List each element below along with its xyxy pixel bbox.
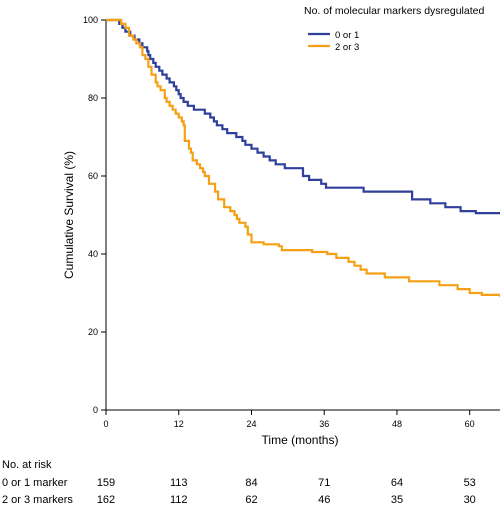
risk-table: No. at risk 0 or 1 marker 159 113 84 71 64 53 2… (2, 459, 476, 505)
risk-value: 53 (464, 477, 476, 489)
risk-value: 62 (245, 494, 257, 505)
y-tick-label: 20 (88, 327, 98, 337)
risk-value: 35 (391, 494, 403, 505)
series-group (106, 18, 500, 297)
risk-value: 64 (391, 477, 403, 489)
y-ticks: 0 20 40 60 80 100 (83, 15, 106, 415)
x-tick-label: 24 (246, 419, 256, 429)
legend-title: No. of molecular markers dysregulated (304, 5, 484, 17)
y-tick-label: 60 (88, 171, 98, 181)
risk-row-label: 2 or 3 markers (2, 494, 73, 505)
x-tick-label: 48 (392, 419, 402, 429)
risk-rows: 0 or 1 marker 159 113 84 71 64 53 2 or 3 marker… (2, 477, 476, 505)
x-tick-label: 36 (319, 419, 329, 429)
risk-value: 84 (245, 477, 257, 489)
axes (105, 20, 500, 411)
risk-value: 162 (97, 494, 115, 505)
x-ticks: 0 12 24 36 48 60 (103, 410, 475, 429)
x-tick-label: 0 (103, 419, 108, 429)
legend-label: 0 or 1 (335, 30, 359, 41)
legend-items: 0 or 12 or 3 (308, 30, 359, 53)
y-tick-label: 80 (88, 93, 98, 103)
risk-row-label: 0 or 1 marker (2, 477, 68, 489)
y-tick-label: 0 (93, 405, 98, 415)
x-tick-label: 12 (174, 419, 184, 429)
risk-value: 46 (318, 494, 330, 505)
risk-value: 30 (464, 494, 476, 505)
x-tick-label: 60 (465, 419, 475, 429)
legend-label: 2 or 3 (335, 42, 359, 53)
y-tick-label: 40 (88, 249, 98, 259)
x-axis-title: Time (months) (262, 433, 339, 447)
risk-value: 159 (97, 477, 115, 489)
y-tick-label: 100 (83, 15, 98, 25)
y-axis-title: Cumulative Survival (%) (62, 151, 76, 279)
risk-table-title: No. at risk (2, 459, 52, 471)
series-line-high-markers (106, 18, 500, 297)
risk-value: 71 (318, 477, 330, 489)
risk-value: 112 (170, 494, 188, 505)
series-line-low-markers (106, 18, 500, 215)
legend: No. of molecular markers dysregulated 0 … (304, 5, 484, 53)
risk-value: 113 (170, 477, 188, 489)
